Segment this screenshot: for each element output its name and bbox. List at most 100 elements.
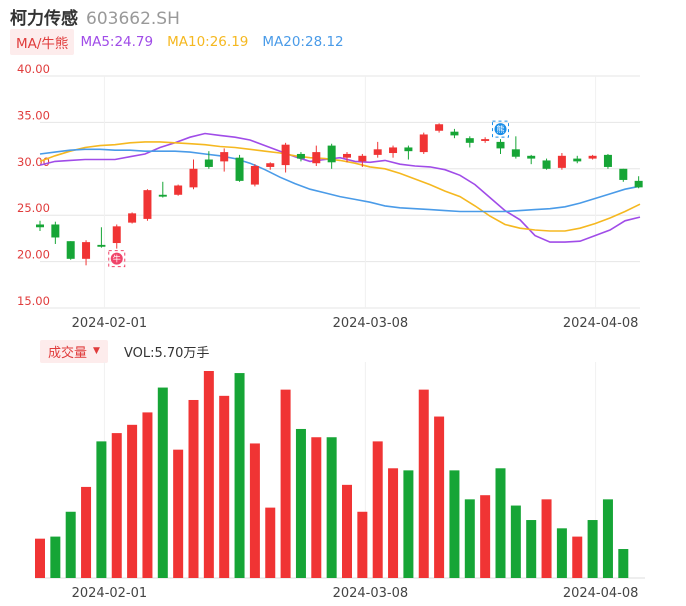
candle-body bbox=[82, 242, 91, 259]
volume-bar bbox=[495, 468, 506, 578]
volume-bar bbox=[234, 373, 245, 578]
candlestick bbox=[281, 142, 290, 173]
volume-bar bbox=[342, 484, 352, 578]
candle-body bbox=[588, 155, 597, 159]
ma-toggle-button[interactable]: MA/牛熊 bbox=[10, 29, 75, 55]
candlestick bbox=[97, 227, 106, 248]
candlestick bbox=[204, 151, 213, 169]
volume-bar bbox=[602, 499, 613, 578]
candle-body bbox=[220, 152, 229, 162]
volume-bar bbox=[572, 536, 583, 578]
volume-date-axis-label: 2024-03-08 bbox=[333, 586, 409, 601]
candlestick bbox=[358, 153, 367, 167]
volume-indicator-label: 成交量 bbox=[48, 345, 88, 361]
candle-body bbox=[496, 141, 505, 149]
volume-bar bbox=[403, 470, 414, 578]
volume-bar bbox=[295, 428, 306, 578]
candle-body bbox=[204, 159, 213, 167]
volume-bar bbox=[388, 468, 399, 578]
price-axis-tick-label: 15.00 bbox=[17, 294, 50, 308]
candle-body bbox=[404, 147, 413, 152]
marker-frame bbox=[108, 250, 126, 268]
price-chart: 40.00 35.00 30.00 25.00 20.00 15.00 2024-02-01… bbox=[17, 62, 643, 331]
candle-body bbox=[97, 244, 106, 247]
volume-bar bbox=[372, 441, 383, 578]
candle-body bbox=[36, 224, 44, 228]
candle-body bbox=[327, 145, 336, 163]
candle-body bbox=[527, 155, 536, 159]
candlestick bbox=[481, 137, 490, 143]
candlestick bbox=[343, 152, 351, 163]
candlestick bbox=[450, 128, 459, 139]
candle-body bbox=[389, 147, 398, 154]
stock-code: 603662.SH bbox=[86, 9, 180, 29]
candle-body bbox=[358, 155, 367, 162]
volume-bar bbox=[127, 424, 138, 578]
price-axis-tick-label: 20.00 bbox=[17, 248, 50, 262]
candle-body bbox=[189, 168, 198, 188]
stock-name: 柯力传感 bbox=[10, 9, 78, 29]
volume-bar bbox=[249, 443, 260, 578]
volume-bar bbox=[203, 371, 214, 578]
date-axis-label: 2024-04-08 bbox=[563, 316, 639, 331]
candlestick bbox=[634, 176, 643, 189]
candle-body bbox=[511, 149, 520, 157]
candle-body bbox=[235, 157, 244, 181]
ma10-label: MA10:26.19 bbox=[167, 34, 249, 50]
volume-bar bbox=[510, 505, 521, 578]
volume-bar bbox=[526, 520, 537, 578]
candle-body bbox=[603, 154, 612, 167]
price-axis-tick-label: 35.00 bbox=[17, 108, 50, 122]
candlestick bbox=[603, 153, 612, 169]
volume-value: VOL:5.70万手 bbox=[123, 345, 210, 361]
ma20-label: MA20:28.12 bbox=[262, 34, 344, 50]
volume-bar bbox=[357, 511, 368, 578]
volume-bar bbox=[464, 499, 475, 578]
ma5-label: MA5:24.79 bbox=[80, 34, 154, 50]
candlestick bbox=[174, 184, 183, 196]
candle-body bbox=[128, 213, 137, 223]
candle-body bbox=[174, 185, 183, 195]
candlestick bbox=[419, 132, 428, 154]
candle-body bbox=[557, 155, 566, 168]
candlestick bbox=[66, 241, 75, 260]
ma-line-ma20 bbox=[39, 148, 641, 213]
candlestick bbox=[588, 154, 597, 160]
volume-bar bbox=[326, 437, 337, 578]
volume-legend: 成交量 ▼ VOL:5.70万手 bbox=[40, 339, 210, 363]
candlestick bbox=[235, 154, 244, 182]
candle-body bbox=[158, 194, 167, 197]
volume-bar bbox=[50, 536, 61, 578]
marker-badge bbox=[110, 252, 123, 265]
stock-header: 柯力传感 603662.SH bbox=[10, 4, 180, 29]
candle-body bbox=[542, 160, 551, 169]
candlestick bbox=[250, 164, 259, 187]
price-axis-tick-label: 40.00 bbox=[17, 62, 50, 76]
volume-indicator-button[interactable]: 成交量 ▼ bbox=[40, 339, 108, 363]
candle-body bbox=[312, 152, 321, 164]
volume-bar bbox=[618, 549, 629, 578]
candlestick bbox=[527, 154, 536, 165]
candle-body bbox=[619, 168, 628, 180]
candlestick bbox=[496, 139, 505, 154]
candlestick bbox=[128, 212, 137, 224]
volume-bar bbox=[219, 395, 230, 578]
candlestick bbox=[220, 148, 229, 172]
price-axis-tick-label: 25.00 bbox=[17, 201, 50, 215]
volume-bar bbox=[480, 495, 491, 578]
candlestick bbox=[82, 240, 91, 266]
marker-glyph: 熊 bbox=[497, 124, 505, 134]
volume-bar bbox=[418, 389, 429, 578]
volume-bar bbox=[142, 412, 153, 578]
candlestick bbox=[143, 189, 152, 221]
candlestick bbox=[465, 136, 474, 148]
candlestick bbox=[573, 155, 582, 164]
marker-badge bbox=[494, 123, 507, 136]
candle-body bbox=[66, 241, 75, 259]
candle-body bbox=[112, 226, 121, 244]
volume-bar bbox=[311, 437, 322, 578]
candlestick bbox=[435, 123, 444, 133]
caret-down-icon: ▼ bbox=[93, 346, 100, 356]
volume-bar bbox=[449, 470, 460, 578]
volume-bar bbox=[81, 486, 92, 578]
